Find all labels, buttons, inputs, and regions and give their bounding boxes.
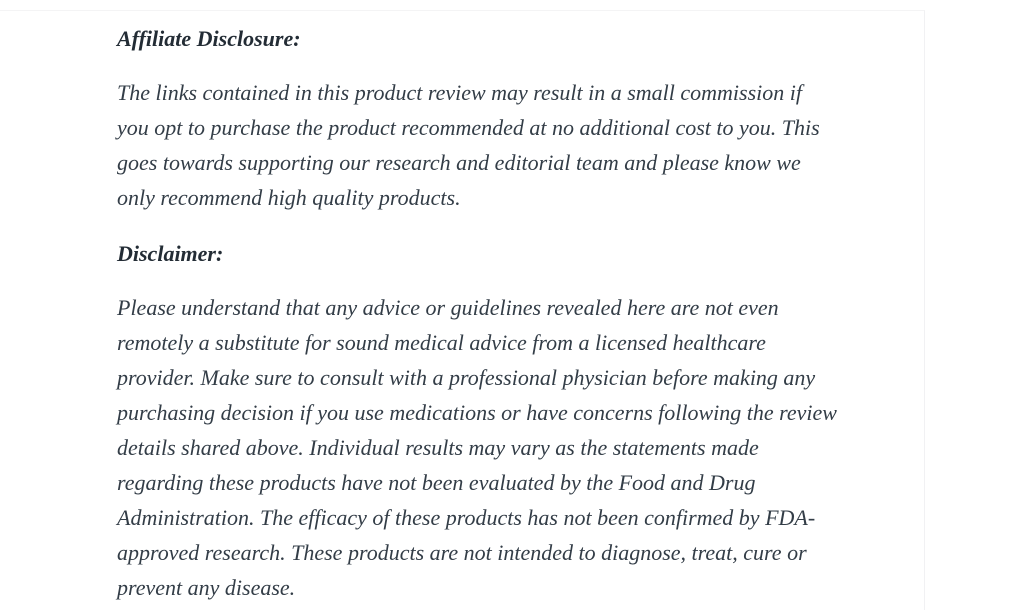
text-line: Please understand that any advice or gui… <box>117 295 779 320</box>
text-line: regarding these products have not been e… <box>117 470 756 495</box>
text-line: The links contained in this product revi… <box>117 80 802 105</box>
text-line: prevent any disease. <box>117 575 296 600</box>
affiliate-disclosure-paragraph: The links contained in this product revi… <box>117 75 924 215</box>
text-line: approved research. These products are no… <box>117 540 807 565</box>
article-body: Affiliate Disclosure: The links containe… <box>0 11 924 605</box>
text-line: purchasing decision if you use medicatio… <box>117 400 837 425</box>
text-line: goes towards supporting our research and… <box>117 150 801 175</box>
text-line: remotely a substitute for sound medical … <box>117 330 766 355</box>
text-line: you opt to purchase the product recommen… <box>117 115 820 140</box>
text-line: only recommend high quality products. <box>117 185 461 210</box>
affiliate-disclosure-heading: Affiliate Disclosure: <box>117 26 301 51</box>
disclaimer-paragraph: Please understand that any advice or gui… <box>117 290 924 605</box>
text-line: provider. Make sure to consult with a pr… <box>117 365 816 390</box>
text-line: Administration. The efficacy of these pr… <box>117 505 816 530</box>
article-content-card: Affiliate Disclosure: The links containe… <box>0 10 925 610</box>
text-line: details shared above. Individual results… <box>117 435 759 460</box>
disclaimer-heading: Disclaimer: <box>117 241 224 266</box>
